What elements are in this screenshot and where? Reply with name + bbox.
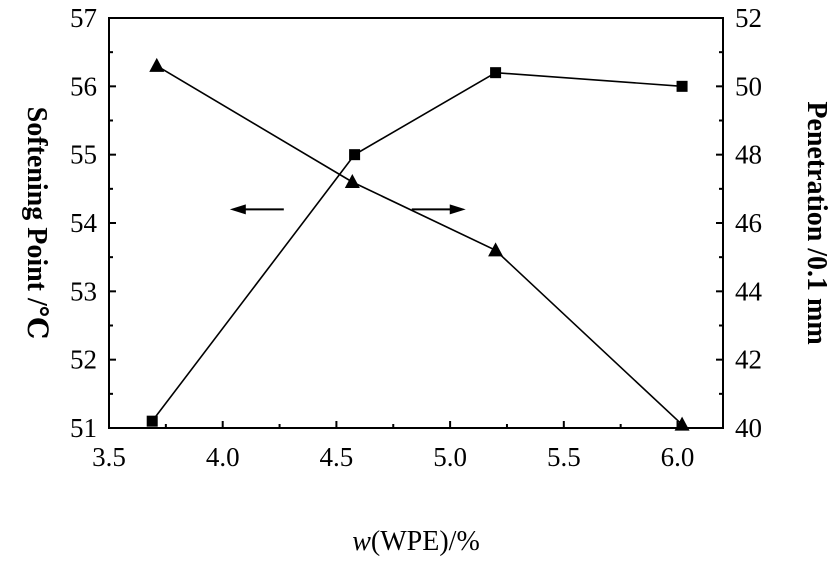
left-y-tick-label: 56 <box>70 71 97 101</box>
penetration-point <box>488 242 504 257</box>
label-layer: w(WPE)/% Softening Point /℃ Penetration … <box>21 101 832 557</box>
softening-point-point <box>349 149 361 161</box>
left-arrow-head <box>229 204 246 215</box>
right-y-tick-label: 42 <box>735 345 762 375</box>
right-y-tick-label: 50 <box>735 71 762 101</box>
x-tick-label: 3.5 <box>92 442 126 472</box>
penetration-point <box>149 57 165 72</box>
softening-point-point <box>146 415 158 427</box>
left-y-tick-label: 54 <box>70 208 98 238</box>
right-arrow-head <box>449 204 466 215</box>
left-y-tick-label: 52 <box>70 345 97 375</box>
penetration-point <box>674 416 690 431</box>
x-axis-title-unit: (WPE)/% <box>371 526 480 557</box>
right-y-tick-label: 40 <box>735 413 762 443</box>
penetration-point <box>344 174 360 188</box>
axes-layer: 3.5 4.0 4.5 5.0 5.5 6.0 51 52 53 54 55 56 57 40 42 44 46… <box>70 3 763 472</box>
left-y-tick-label: 53 <box>70 276 97 306</box>
annotation-layer <box>229 204 466 215</box>
penetration-line <box>156 65 683 426</box>
x-tick-label: 6.0 <box>661 442 695 472</box>
softening-point-point <box>676 80 688 92</box>
x-tick-label: 5.5 <box>547 442 581 472</box>
softening-point-line <box>151 71 683 422</box>
x-tick-label: 4.0 <box>206 442 240 472</box>
softening-point-point <box>490 67 502 79</box>
x-axis-title-variable: w <box>352 526 371 557</box>
series-layer <box>146 57 690 431</box>
right-y-tick-label: 46 <box>735 208 762 238</box>
left-y-tick-label: 57 <box>70 3 97 33</box>
right-y-tick-label: 44 <box>735 276 763 306</box>
right-y-tick-label: 48 <box>735 140 762 170</box>
plot-frame <box>108 17 724 429</box>
x-tick-label: 5.0 <box>433 442 467 472</box>
right-y-tick-label: 52 <box>735 3 762 33</box>
x-axis-title: w(WPE)/% <box>352 526 480 557</box>
left-y-tick-label: 51 <box>70 413 97 443</box>
x-tick-label: 4.5 <box>320 442 354 472</box>
right-y-axis-title: Penetration /0.1 mm <box>801 101 832 344</box>
left-y-tick-label: 55 <box>70 140 97 170</box>
left-y-axis-title: Softening Point /℃ <box>21 107 52 340</box>
